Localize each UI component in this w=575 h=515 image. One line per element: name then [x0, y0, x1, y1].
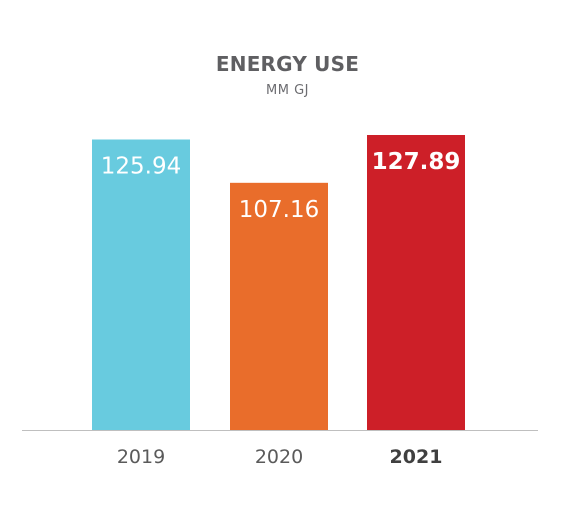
value-label-2021: 127.89: [372, 149, 461, 175]
chart-subtitle: MM GJ: [266, 83, 309, 98]
bar-2021: [367, 135, 465, 430]
bar-2020: [230, 182, 328, 430]
value-label-2020: 107.16: [239, 197, 319, 223]
ticks-layer: 2019 2020 2021: [117, 446, 443, 468]
x-tick-label-2020: 2020: [255, 446, 303, 468]
chart-title: ENERGY USE: [215, 52, 360, 76]
x-tick-label-2021: 2021: [390, 446, 443, 468]
labels-layer: 125.94 107.16 127.89: [101, 149, 461, 223]
bars-layer: [92, 135, 465, 431]
value-label-2019: 125.94: [101, 153, 181, 179]
bar-2019: [92, 139, 190, 431]
x-tick-label-2019: 2019: [117, 446, 165, 468]
